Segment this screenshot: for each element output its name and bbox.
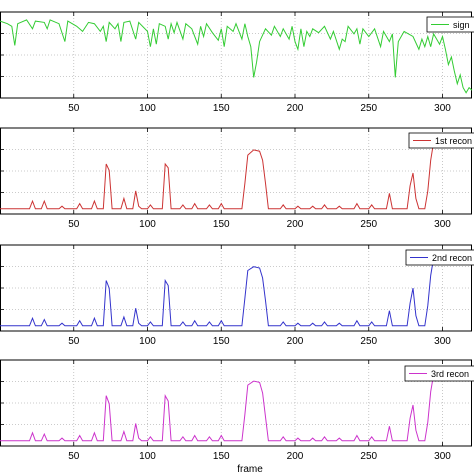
x-tick-label: 300 — [434, 451, 451, 462]
x-tick-label: 150 — [213, 219, 230, 230]
x-tick-label: 250 — [360, 336, 377, 347]
x-tick-label: 50 — [68, 336, 80, 347]
legend-label: sign — [453, 20, 470, 30]
x-tick-label: 200 — [287, 219, 304, 230]
x-tick-label: 150 — [213, 103, 230, 114]
chart-panel-4: 50 100 150 200 250 300 3rd recon frame — [0, 359, 474, 474]
x-tick-label: 50 — [68, 103, 80, 114]
x-tick-label: 50 — [68, 219, 80, 230]
x-axis-label: frame — [237, 464, 263, 474]
series-line-sign — [0, 19, 473, 94]
x-tick-label: 300 — [434, 219, 451, 230]
plot-frame — [0, 359, 472, 447]
legend-label: 2nd recon — [432, 253, 472, 263]
x-tick-label: 100 — [139, 336, 156, 347]
legend-label: 1st recon — [435, 136, 472, 146]
chart-panel-1: 50 100 150 200 250 300 sign — [0, 11, 474, 114]
legend: 3rd recon — [404, 365, 474, 382]
legend-box — [426, 16, 474, 33]
series-line-2nd-recon — [0, 252, 473, 327]
x-tick-label: 200 — [287, 336, 304, 347]
series-line-3rd-recon — [0, 367, 473, 442]
chart-panel-3: 50 100 150 200 250 300 2nd recon — [0, 244, 474, 347]
x-tick-label: 200 — [287, 103, 304, 114]
x-tick-label: 200 — [287, 451, 304, 462]
series-line-1st-recon — [0, 135, 473, 210]
x-tick-label: 150 — [213, 336, 230, 347]
x-tick-label: 300 — [434, 336, 451, 347]
x-tick-label: 100 — [139, 219, 156, 230]
x-tick-label: 50 — [68, 451, 80, 462]
legend: 1st recon — [408, 132, 474, 149]
chart-panel-2: 50 100 150 200 250 300 1st recon — [0, 127, 474, 230]
x-tick-label: 300 — [434, 103, 451, 114]
x-tick-label: 100 — [139, 103, 156, 114]
legend-box — [408, 132, 474, 149]
legend-box — [405, 249, 474, 266]
plot-frame — [0, 244, 472, 332]
legend-label: 3rd recon — [431, 369, 469, 379]
x-tick-label: 150 — [213, 451, 230, 462]
x-tick-label: 100 — [139, 451, 156, 462]
x-tick-label: 250 — [360, 219, 377, 230]
x-tick-label: 250 — [360, 103, 377, 114]
legend: 2nd recon — [405, 249, 474, 266]
plot-frame — [0, 127, 472, 215]
legend: sign — [426, 16, 474, 33]
legend-box — [404, 365, 474, 382]
x-tick-label: 250 — [360, 451, 377, 462]
